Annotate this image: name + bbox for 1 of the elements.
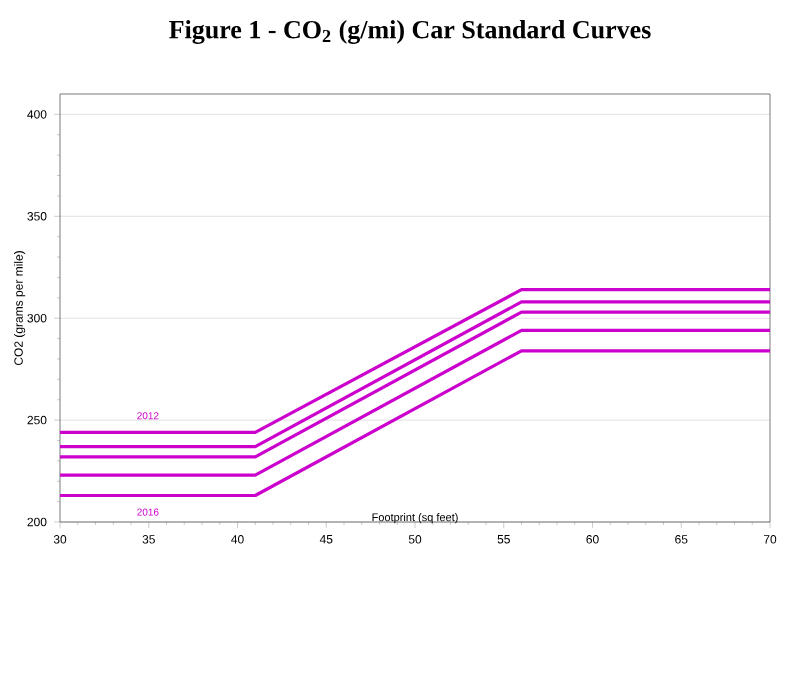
chart-title: Figure 1 - CO$_{2}$ (g/mi) Car Standard Curves [169, 20, 651, 44]
